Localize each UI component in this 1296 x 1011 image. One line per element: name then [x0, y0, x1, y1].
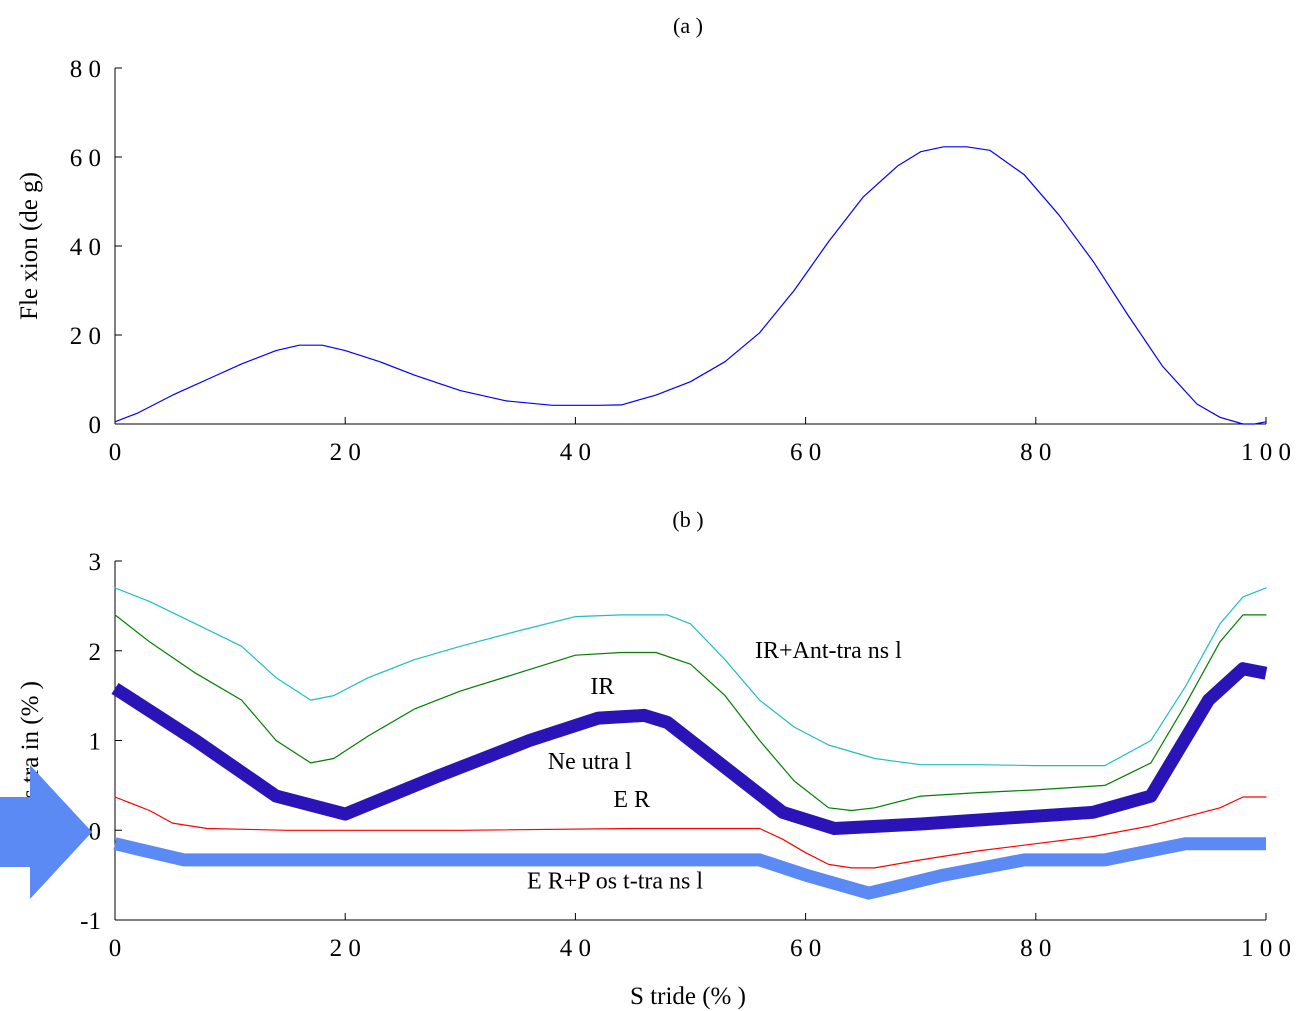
panel-b-y-tick-label: 3 [89, 549, 102, 576]
arrow-pointer-icon [0, 765, 92, 899]
panel-b-title: (b ) [672, 507, 703, 532]
panel-a-x-tick-label: 1 0 0 [1241, 439, 1291, 466]
panel-b-series-label: IR+Ant-tra ns l [755, 638, 902, 664]
panel-a-y-tick-label: 8 0 [70, 56, 101, 83]
panel-b-x-tick-label: 1 0 0 [1241, 935, 1291, 962]
panel-b-series-label: E R [613, 787, 650, 813]
panel-a-y-tick-label: 2 0 [70, 323, 101, 350]
panel-b-series-line-1 [114, 587, 1267, 767]
panel-b-series-label: Ne utra l [548, 749, 632, 775]
panel-b-annotations: IR+Ant-tra ns l IR Ne utra l E R E R+P os t-… [527, 638, 902, 895]
panel-a-title: (a ) [673, 13, 703, 38]
panel-b-y-tick-label: 1 [89, 729, 102, 756]
panel-b-series-label: IR [590, 674, 614, 700]
panel-b-x-tick-label: 0 [109, 935, 122, 962]
panel-b-x-tick-label: 4 0 [560, 935, 591, 962]
panel-b-x-tick-label: 6 0 [790, 935, 821, 962]
panel-a-y-tick-label: 0 [89, 412, 102, 439]
panel-b-x-tick-label: 8 0 [1020, 935, 1051, 962]
panel-b-series-line-4 [114, 796, 1267, 869]
panel-b-series-line-3 [111, 662, 1268, 835]
panel-a-y-tick-label: 6 0 [70, 145, 101, 172]
panel-a-x-tick-label: 0 [109, 439, 122, 466]
panel-b-plot-area [111, 587, 1268, 900]
panel-b-axes: 0 2 0 4 0 6 0 8 0 1 0 0 -1 0 1 2 3 [80, 549, 1291, 962]
panel-b-y-tick-label: 2 [89, 639, 102, 666]
panel-b-series-line-2 [114, 614, 1267, 812]
panel-a-plot-area [114, 146, 1267, 425]
panel-a-x-tick-label: 8 0 [1020, 439, 1051, 466]
panel-a-series-line-1 [114, 146, 1267, 425]
panel-b-series-line-5 [113, 837, 1266, 900]
panel-a-y-axis-title: Fle xion (de g) [16, 172, 43, 320]
panel-a-axes: 0 2 0 4 0 6 0 8 0 1 0 0 0 2 0 4 0 6 0 8 0 [70, 56, 1291, 466]
panel-b-y-tick-label: 0 [89, 818, 102, 845]
panel-a-x-tick-label: 2 0 [330, 439, 361, 466]
panel-b-x-axis-title: S tride (% ) [630, 983, 746, 1010]
panel-b-x-tick-label: 2 0 [330, 935, 361, 962]
panel-a-y-tick-label: 4 0 [70, 234, 101, 261]
panel-a-x-tick-label: 6 0 [790, 439, 821, 466]
panel-a-x-tick-label: 4 0 [560, 439, 591, 466]
panel-b-y-tick-label: -1 [80, 908, 101, 935]
panel-b-series-label: E R+P os t-tra ns l [527, 869, 703, 895]
